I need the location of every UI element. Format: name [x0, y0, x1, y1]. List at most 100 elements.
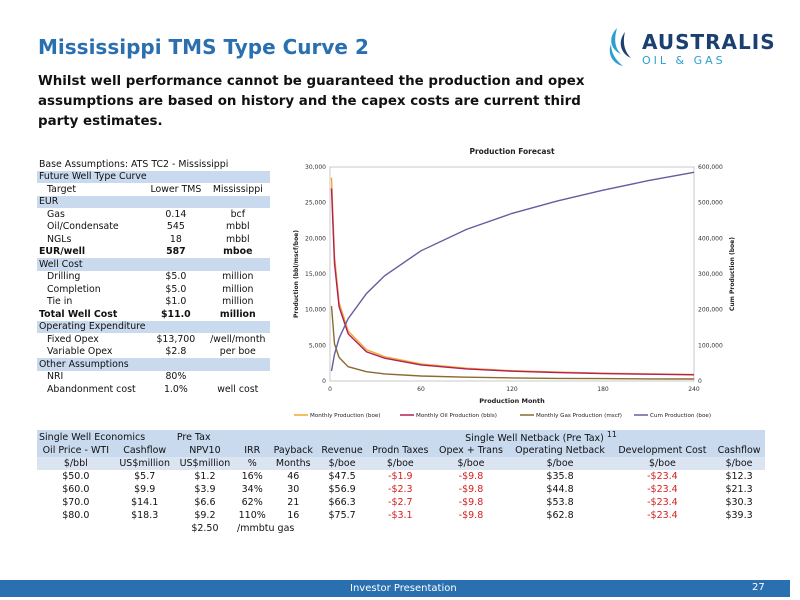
head-cell: Payback [269, 444, 318, 458]
table-row: $70.0 $14.1 $6.6 62% 21 $66.3 -$2.7 -$9.… [37, 496, 765, 509]
head-cell: Revenue [317, 444, 368, 458]
cell: -$2.3 [388, 484, 413, 496]
cost-row-unit: million [222, 296, 254, 308]
cell: $1.2 [194, 471, 216, 483]
y-tick-label: 5,000 [309, 342, 326, 349]
cell: $3.9 [194, 484, 216, 496]
head-cell: IRR [235, 444, 270, 458]
legend-label: Monthly Gas Production (mscf) [536, 413, 622, 419]
opex-row-value: $2.8 [165, 346, 187, 358]
netback-footnote: 11 [606, 430, 617, 439]
netback-title: Single Well Netback (Pre Tax) 11 [317, 430, 765, 445]
cell: -$23.4 [647, 471, 678, 483]
x-tick-label: 60 [417, 386, 425, 393]
eur-total-label: EUR/well [39, 246, 86, 258]
unit-cell: $/boe [367, 457, 434, 471]
cell: $6.6 [194, 497, 216, 509]
cell: 30 [287, 484, 300, 496]
cell: $56.9 [328, 484, 356, 496]
cell: $62.8 [546, 510, 574, 522]
cell: $47.5 [328, 471, 356, 483]
head-cell: Cashflow [713, 444, 765, 458]
cell: $39.3 [725, 510, 753, 522]
section-eur: EUR [37, 195, 270, 208]
cell: 34% [241, 484, 263, 496]
x-axis-label: Production Month [479, 397, 545, 405]
section-future-curve: Future Well Type Curve [37, 170, 270, 183]
logo-wordmark: AUSTRALIS [642, 30, 776, 54]
eur-row-value: 18 [169, 233, 182, 245]
cell: $70.0 [62, 497, 90, 509]
y2-tick-label: 200,000 [698, 307, 723, 314]
y2-tick-label: 400,000 [698, 235, 723, 242]
y2-tick-label: 500,000 [698, 200, 723, 207]
other-row-label: Abandonment cost [47, 383, 136, 395]
cell: $50.0 [62, 471, 90, 483]
head-cell: Cashflow [114, 444, 175, 458]
y2-tick-label: 0 [698, 378, 702, 385]
other-row-label: NRI [47, 371, 64, 383]
cost-row-value: $5.0 [165, 271, 187, 283]
cell: -$1.9 [388, 471, 413, 483]
y-tick-label: 25,000 [305, 200, 326, 207]
cell: $21.3 [725, 484, 753, 496]
eur-row-value: 0.14 [165, 208, 187, 220]
legend-label: Monthly Production (boe) [310, 413, 381, 419]
series-line [330, 306, 695, 380]
economics-table: Single Well Economics Pre Tax Single Wel… [37, 430, 765, 535]
head-cell: Oil Price - WTI [37, 444, 115, 458]
chart-title: Production Forecast [469, 147, 554, 156]
unit-cell: US$million [114, 457, 175, 471]
cell: -$9.8 [458, 497, 484, 509]
x-tick-label: 240 [688, 386, 700, 393]
x-tick-label: 180 [597, 386, 609, 393]
unit-cell: $/bbl [37, 457, 115, 471]
cell: $75.7 [328, 510, 356, 522]
cell: -$9.8 [458, 484, 484, 496]
unit-cell: % [235, 457, 270, 471]
opex-row-unit: per boe [219, 346, 256, 358]
australis-logo [609, 28, 631, 66]
eur-row-label: Gas [47, 208, 65, 220]
page-subtitle: Whilst well performance cannot be guaran… [38, 74, 585, 129]
cost-row-value: $1.0 [165, 296, 187, 308]
target-label: Target [47, 183, 77, 195]
cell: 110% [238, 510, 266, 522]
cell: -$23.4 [647, 510, 678, 522]
y2-tick-label: 600,000 [698, 164, 723, 171]
y2-tick-label: 100,000 [698, 342, 723, 349]
opex-row-label: Fixed Opex [47, 333, 99, 345]
cell: $53.8 [546, 497, 574, 509]
series-line [330, 188, 695, 376]
base-assumptions-title: Base Assumptions: ATS TC2 - Mississippi [37, 158, 270, 171]
cost-row-label: Tie in [47, 296, 73, 308]
head-cell: Development Cost [611, 444, 714, 458]
cell [317, 522, 765, 535]
y-tick-label: 30,000 [305, 164, 326, 171]
unit-cell: US$million [174, 457, 236, 471]
section-well-cost: Well Cost [37, 258, 270, 271]
cost-row-value: $5.0 [165, 283, 187, 295]
eur-row-unit: bcf [230, 208, 245, 220]
unit-cell: Months [269, 457, 318, 471]
eur-total-value: 587 [166, 246, 186, 258]
cell [37, 522, 115, 535]
target-value: Lower TMS [150, 183, 202, 195]
series-line [330, 171, 695, 372]
cell: -$23.4 [647, 497, 678, 509]
cell: -$23.4 [647, 484, 678, 496]
other-row-value: 80% [165, 371, 187, 383]
eur-row-value: 545 [166, 221, 185, 233]
opex-row-label: Variable Opex [47, 346, 113, 358]
eur-row-unit: mbbl [225, 221, 250, 233]
head-cell: NPV10 [174, 444, 236, 458]
page-number: 27 [752, 582, 765, 593]
cost-total-unit: million [219, 308, 256, 320]
eur-row-unit: mbbl [225, 233, 250, 245]
cell: 16 [287, 510, 300, 522]
unit-cell: $/boe [433, 457, 509, 471]
y-tick-label: 20,000 [305, 235, 326, 242]
x-tick-label: 120 [506, 386, 518, 393]
y-tick-label: 10,000 [305, 307, 326, 314]
head-cell: Operating Netback [508, 444, 612, 458]
